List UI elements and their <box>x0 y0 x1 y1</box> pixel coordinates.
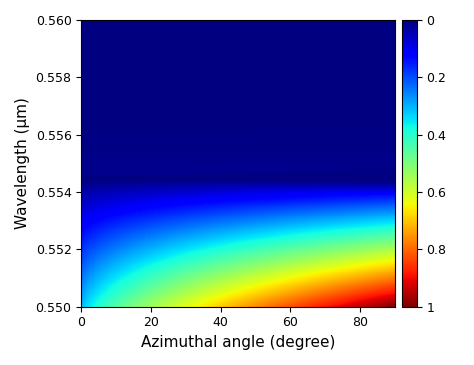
X-axis label: Azimuthal angle (degree): Azimuthal angle (degree) <box>141 335 335 350</box>
Y-axis label: Wavelength (μm): Wavelength (μm) <box>15 97 30 229</box>
